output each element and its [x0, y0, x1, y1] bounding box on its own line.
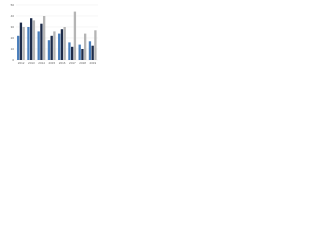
bar	[83, 33, 87, 60]
x-tick-label: 2012	[18, 61, 25, 65]
bar	[94, 30, 97, 60]
bar	[40, 23, 43, 60]
x-tick-label: 2015	[49, 61, 56, 65]
bar	[63, 27, 66, 60]
x-tick-label: 2016	[59, 61, 66, 65]
bar	[47, 40, 51, 60]
y-tick-label: 30	[11, 25, 15, 29]
bar	[71, 46, 74, 60]
bar	[88, 41, 92, 60]
bar	[81, 49, 84, 60]
bar	[37, 31, 40, 60]
y-tick-label: 40	[11, 14, 15, 18]
bar	[42, 16, 46, 60]
x-tick-label: 2019	[90, 61, 97, 65]
y-tick-label: 10	[11, 47, 15, 51]
chart: 0 10 20 30 40 50 2012 2013 2014 2015 2016 2017 2018 2…	[11, 3, 98, 65]
x-tick-label: 2013	[28, 61, 35, 65]
bar	[78, 44, 81, 60]
y-tick-label: 50	[11, 3, 15, 7]
bar	[30, 18, 33, 60]
bar	[68, 42, 71, 60]
bar	[91, 45, 94, 60]
bar	[60, 29, 64, 60]
bar	[50, 35, 53, 60]
bar	[58, 33, 61, 60]
bar	[27, 27, 30, 60]
bar	[17, 35, 20, 60]
bar	[22, 27, 25, 60]
bar	[19, 22, 23, 61]
bar	[53, 31, 56, 60]
bar	[73, 11, 77, 61]
y-tick-label: 0	[12, 58, 14, 62]
x-tick-label: 2018	[79, 61, 86, 65]
bar	[32, 20, 36, 60]
x-tick-label: 2017	[69, 61, 76, 65]
y-tick-label: 20	[11, 36, 15, 40]
x-tick-label: 2014	[38, 61, 45, 65]
